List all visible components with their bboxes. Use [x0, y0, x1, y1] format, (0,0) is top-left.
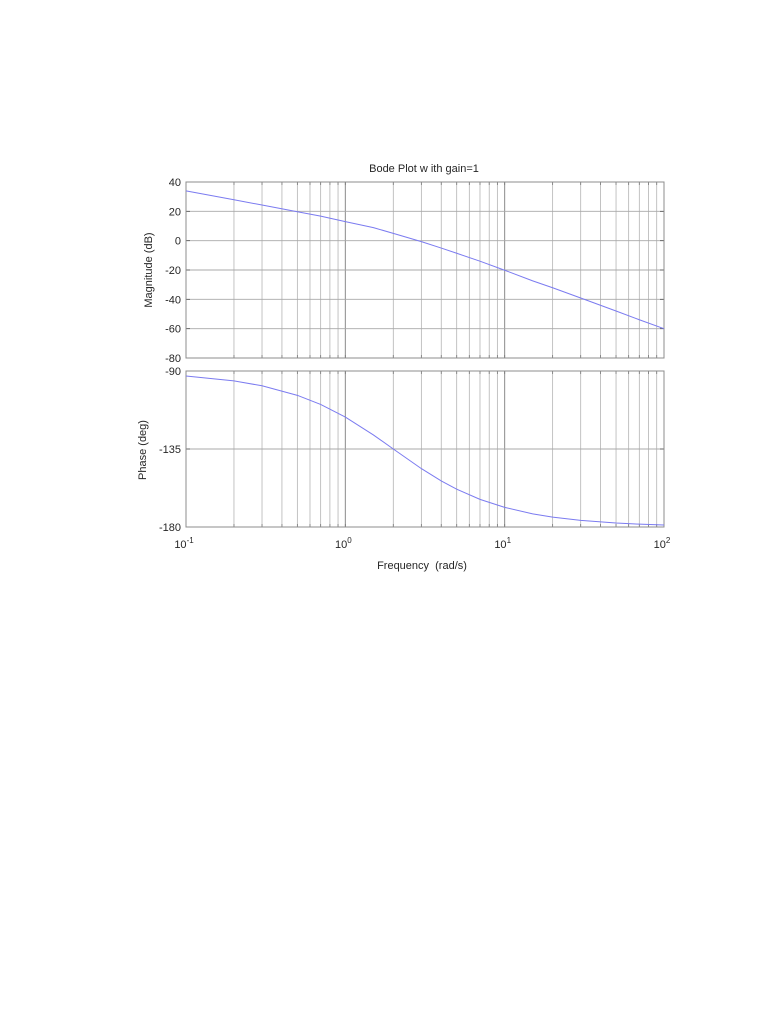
y-tick-label: 20	[169, 206, 181, 218]
magnitude-curve	[185, 190, 665, 330]
x-tick-label: 100	[335, 536, 352, 551]
x-tick-label: 10-1	[174, 536, 194, 551]
y-tick-label: -180	[159, 522, 181, 534]
x-axis-label: Frequency (rad/s)	[377, 560, 467, 572]
y-tick-label: -60	[165, 324, 181, 336]
y-tick-label: 40	[169, 177, 181, 189]
magnitude-axes-frame	[185, 181, 665, 359]
chart-title: Bode Plot w ith gain=1	[369, 163, 479, 175]
x-tick-labels: 10-1 100 101 102	[174, 536, 671, 551]
magnitude-grid	[186, 181, 664, 359]
phase-y-axis-label: Phase (deg)	[137, 420, 149, 480]
y-tick-label: -40	[165, 294, 181, 306]
phase-axes-frame	[185, 370, 665, 528]
x-tick-label: 102	[654, 536, 671, 551]
y-tick-label: -80	[165, 353, 181, 365]
x-tick-label: 101	[494, 536, 511, 551]
magnitude-y-axis-label: Magnitude (dB)	[143, 232, 155, 307]
y-tick-label: -135	[159, 444, 181, 456]
y-tick-label: 0	[175, 236, 181, 248]
phase-curve	[185, 375, 665, 526]
magnitude-y-tick-labels: 40 20 0 -20 -40 -60 -80	[165, 177, 181, 365]
y-tick-label: -20	[165, 265, 181, 277]
phase-y-tick-labels: -90 -135 -180	[159, 366, 181, 534]
phase-grid	[186, 370, 664, 528]
y-tick-label: -90	[165, 366, 181, 378]
